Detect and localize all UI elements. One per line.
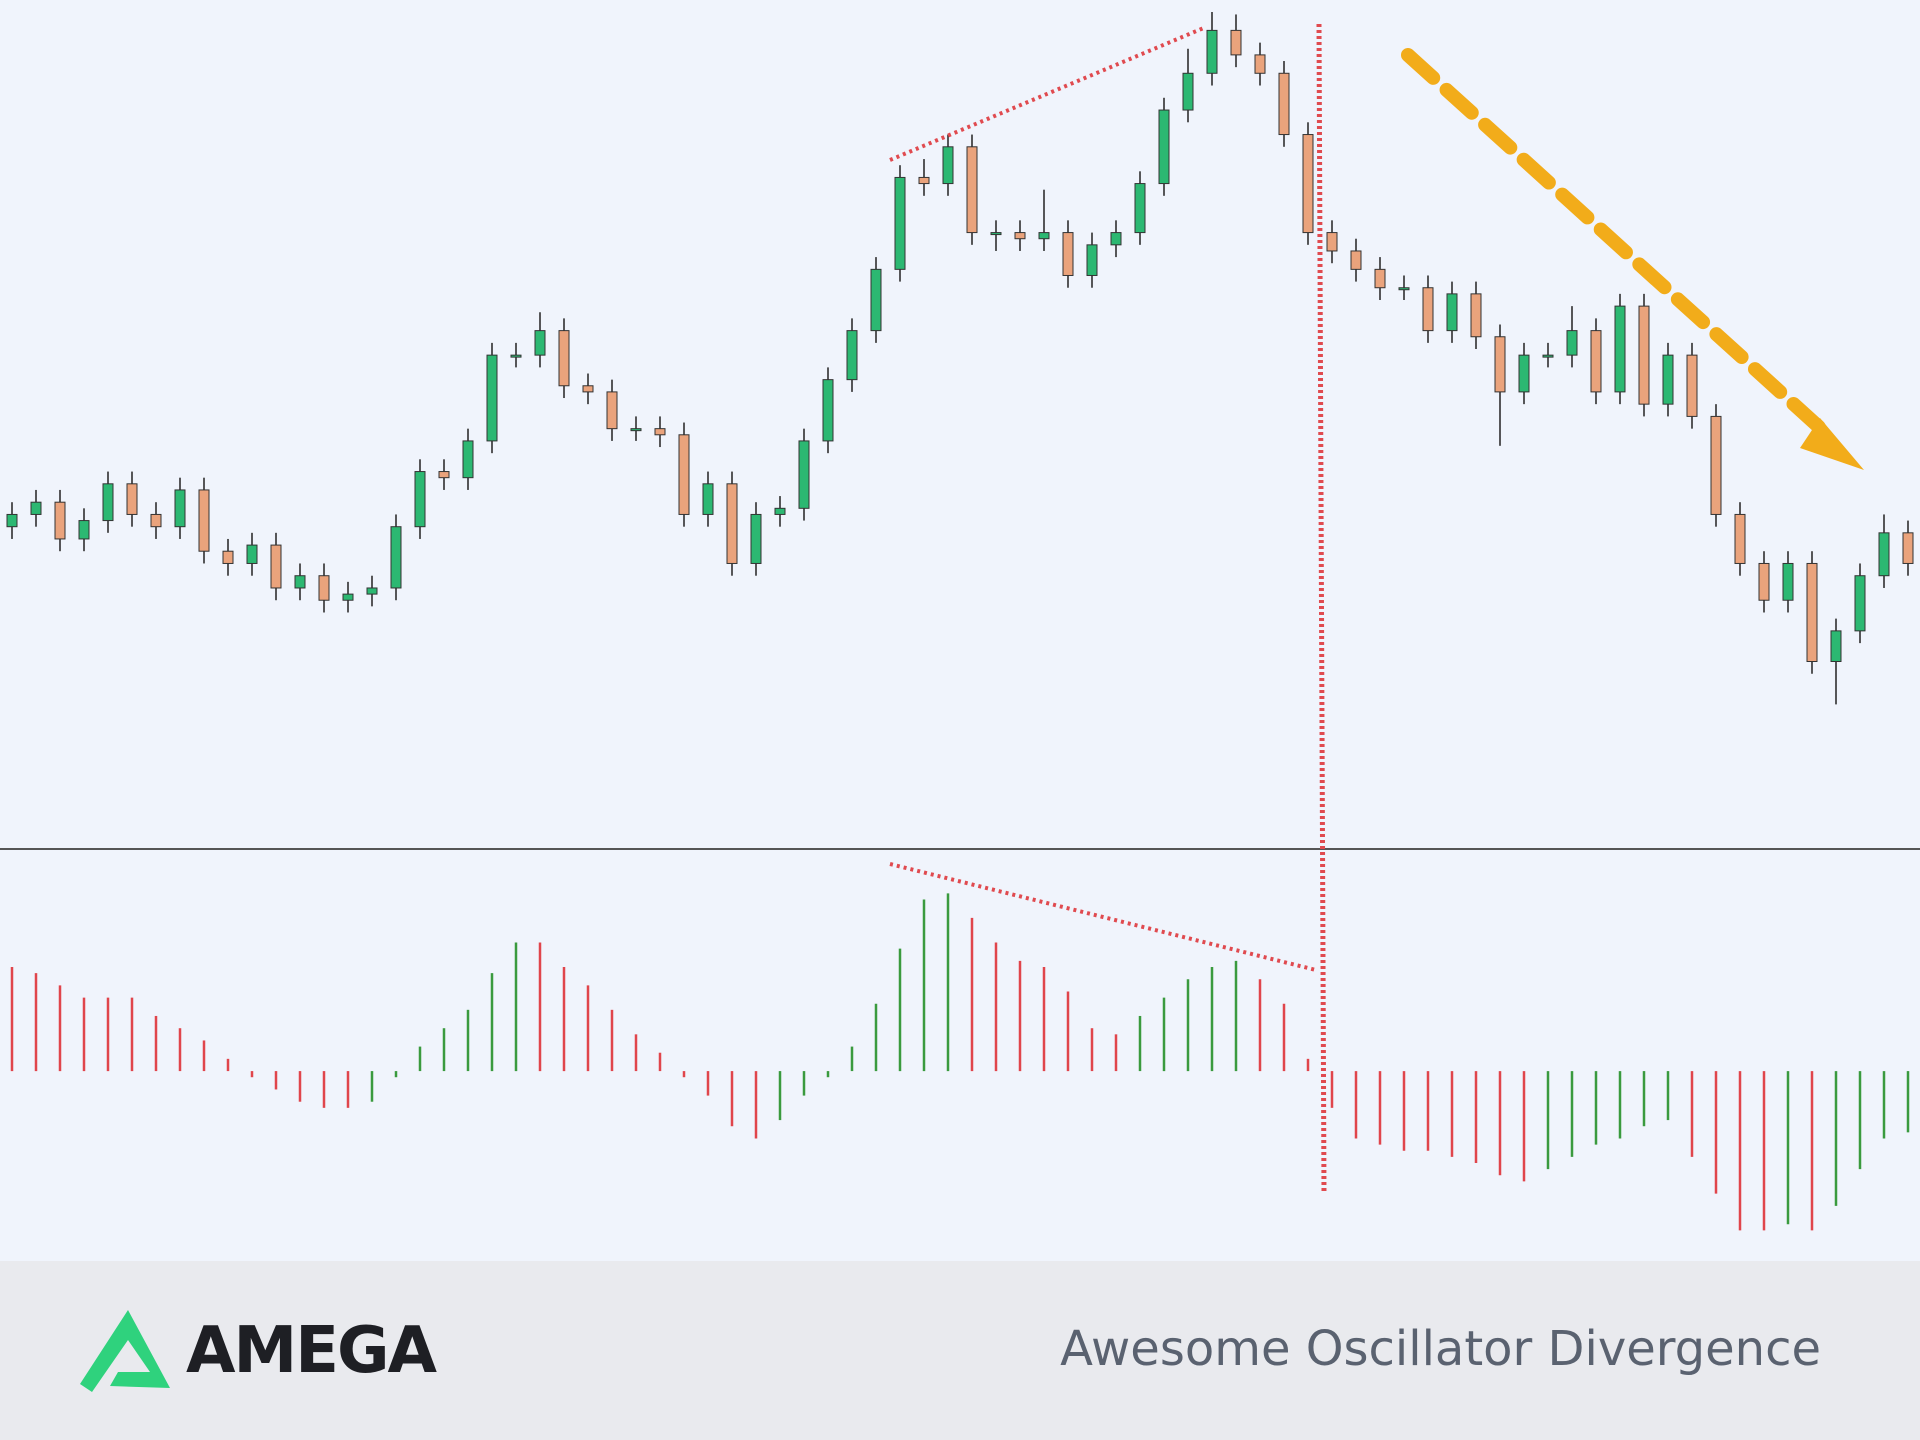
candle-body (1110, 232, 1122, 246)
candle-body (1350, 250, 1362, 270)
candle-body (1830, 630, 1842, 663)
candle-body (462, 440, 474, 479)
candle-body (1470, 293, 1482, 338)
candle-body (1734, 513, 1746, 564)
candle-body (414, 471, 426, 528)
candle-body (942, 146, 954, 185)
candle-body (150, 513, 162, 528)
candle-body (606, 391, 618, 430)
candle-body (1566, 330, 1578, 356)
candle-body (318, 575, 330, 601)
candle-body (222, 550, 234, 564)
candle-body (1686, 354, 1698, 417)
candle-body (510, 354, 522, 358)
candle-body (1878, 532, 1890, 577)
trend-arrow (1401, 48, 1837, 444)
candle-body (1806, 562, 1818, 663)
candle-body (702, 483, 714, 515)
candle-body (438, 471, 450, 479)
candle-body (246, 544, 258, 564)
candle-body (1542, 354, 1554, 358)
candle-body (486, 354, 498, 442)
candle-body (1134, 183, 1146, 234)
candle-body (1326, 232, 1338, 252)
footer (0, 1261, 1920, 1440)
candle-body (1782, 562, 1794, 601)
candle-body (1014, 232, 1026, 240)
candle-body (1758, 562, 1770, 601)
candle-body (1662, 354, 1674, 405)
candle-body (126, 483, 138, 515)
candle-body (798, 440, 810, 509)
candle-body (918, 176, 930, 185)
candle-body (1062, 232, 1074, 276)
candle-body (846, 330, 858, 381)
candle-body (750, 513, 762, 564)
candle-body (1710, 415, 1722, 515)
oscillator-pane (10, 893, 1910, 1231)
candle-body (1254, 54, 1266, 74)
candle-body (1374, 268, 1386, 289)
candle-body (1398, 287, 1410, 291)
price-pane (6, 12, 1914, 705)
candle-body (390, 526, 402, 589)
candle-body (1614, 305, 1626, 393)
candle-body (822, 379, 834, 442)
candle-body (1422, 287, 1434, 332)
candle-body (366, 587, 378, 595)
logo (80, 1310, 170, 1392)
candle-body (1902, 532, 1914, 564)
candle-body (1494, 336, 1506, 393)
candle-body (774, 507, 786, 515)
chart-background (0, 0, 1920, 1261)
candle-body (1230, 29, 1242, 56)
candle-body (966, 146, 978, 234)
candle-body (1086, 244, 1098, 276)
candle-body (1182, 72, 1194, 111)
candle-body (630, 428, 642, 432)
candle-body (1302, 134, 1314, 234)
candle-body (102, 483, 114, 522)
candle-body (1854, 575, 1866, 632)
candle-body (294, 575, 306, 589)
candle-body (6, 513, 18, 528)
candle-body (174, 489, 186, 528)
brand: AMEGA (186, 1314, 437, 1388)
candle-body (582, 385, 594, 393)
candle-body (270, 544, 282, 589)
candle-body (1206, 29, 1218, 74)
candle-body (678, 434, 690, 515)
candle-body (78, 520, 90, 540)
logo-mark (80, 1310, 170, 1392)
candle-body (894, 176, 906, 270)
candle-body (198, 489, 210, 552)
candle-body (1038, 232, 1050, 240)
candle-body (870, 268, 882, 332)
candle-body (1590, 330, 1602, 393)
candle-body (558, 330, 570, 387)
candle-body (1158, 109, 1170, 185)
trend-arrow-head (1800, 418, 1864, 470)
caption: Awesome Oscillator Divergence (1060, 1321, 1821, 1377)
candle-body (1638, 305, 1650, 405)
candle-body (654, 428, 666, 436)
candle-body (30, 501, 42, 515)
candle-body (54, 501, 66, 540)
oscillator-trendline (889, 862, 1317, 972)
candle-body (1446, 293, 1458, 332)
candle-body (726, 483, 738, 564)
candle-body (990, 232, 1002, 236)
candle-body (1278, 72, 1290, 136)
candle-body (534, 330, 546, 356)
candle-body (342, 593, 354, 601)
candle-body (1518, 354, 1530, 393)
price-trendline (889, 25, 1207, 162)
